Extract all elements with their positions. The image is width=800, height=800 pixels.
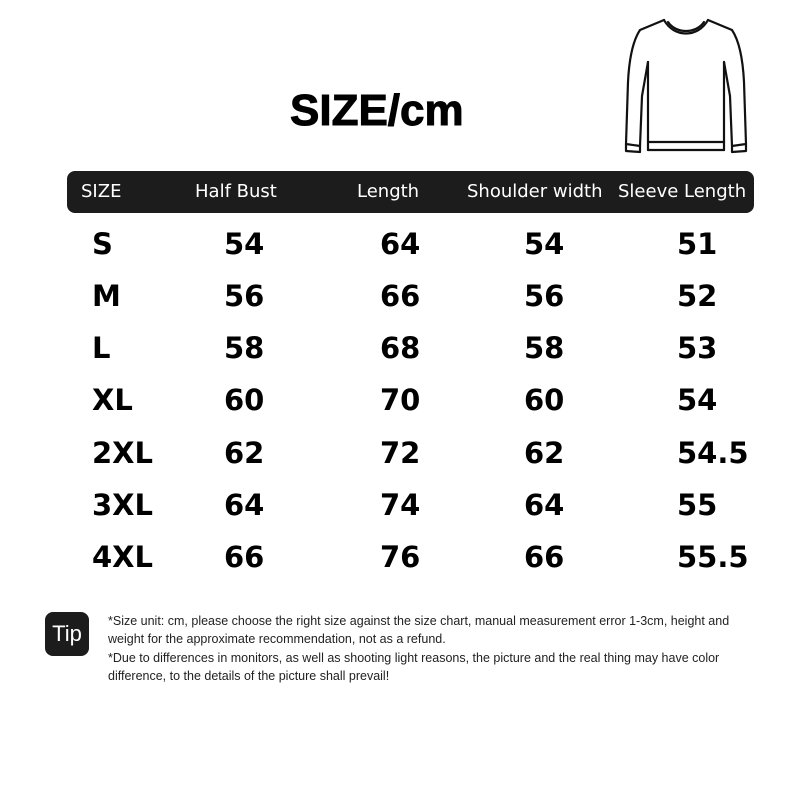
sweatshirt-icon: [624, 18, 748, 154]
cell-half-bust: 64: [224, 488, 265, 522]
cell-sleeve-length: 55.5: [677, 540, 749, 574]
cell-shoulder-width: 60: [524, 383, 565, 417]
table-row: XL 60 70 60 54: [0, 374, 800, 426]
cell-half-bust: 60: [224, 383, 265, 417]
table-row: 4XL 66 76 66 55.5: [0, 531, 800, 583]
table-row: 2XL 62 72 62 54.5: [0, 427, 800, 479]
cell-sleeve-length: 51: [677, 227, 718, 261]
cell-sleeve-length: 52: [677, 279, 718, 313]
page-title: SIZE/cm: [290, 86, 465, 136]
header-size: SIZE: [81, 181, 122, 202]
tip-badge: Tip: [45, 612, 89, 656]
cell-shoulder-width: 58: [524, 331, 565, 365]
cell-length: 72: [380, 436, 421, 470]
cell-half-bust: 62: [224, 436, 265, 470]
cell-sleeve-length: 54.5: [677, 436, 749, 470]
cell-length: 76: [380, 540, 421, 574]
cell-half-bust: 66: [224, 540, 265, 574]
cell-length: 64: [380, 227, 421, 261]
cell-size: XL: [92, 383, 133, 417]
cell-size: 2XL: [92, 436, 154, 470]
cell-sleeve-length: 54: [677, 383, 718, 417]
cell-half-bust: 56: [224, 279, 265, 313]
header-length: Length: [357, 181, 420, 202]
cell-shoulder-width: 56: [524, 279, 565, 313]
cell-shoulder-width: 54: [524, 227, 565, 261]
table-row: M 56 66 56 52: [0, 270, 800, 322]
cell-length: 74: [380, 488, 421, 522]
tip-note-2: *Due to differences in monitors, as well…: [108, 651, 720, 683]
header-half-bust: Half Bust: [195, 181, 277, 202]
cell-size: L: [92, 331, 111, 365]
cell-size: M: [92, 279, 121, 313]
table-row: 3XL 64 74 64 55: [0, 479, 800, 531]
cell-length: 70: [380, 383, 421, 417]
table-header: SIZE Half Bust Length Shoulder width Sle…: [67, 171, 754, 213]
cell-size: 3XL: [92, 488, 154, 522]
cell-size: S: [92, 227, 113, 261]
header-shoulder-width: Shoulder width: [467, 181, 603, 202]
cell-shoulder-width: 66: [524, 540, 565, 574]
cell-sleeve-length: 55: [677, 488, 718, 522]
cell-length: 68: [380, 331, 421, 365]
cell-half-bust: 58: [224, 331, 265, 365]
tip-note-1: *Size unit: cm, please choose the right …: [108, 614, 730, 646]
table-row: S 54 64 54 51: [0, 218, 800, 270]
cell-shoulder-width: 62: [524, 436, 565, 470]
cell-half-bust: 54: [224, 227, 265, 261]
header-sleeve-length: Sleeve Length: [618, 181, 747, 202]
cell-shoulder-width: 64: [524, 488, 565, 522]
table-row: L 58 68 58 53: [0, 322, 800, 374]
cell-length: 66: [380, 279, 421, 313]
cell-sleeve-length: 53: [677, 331, 718, 365]
cell-size: 4XL: [92, 540, 154, 574]
